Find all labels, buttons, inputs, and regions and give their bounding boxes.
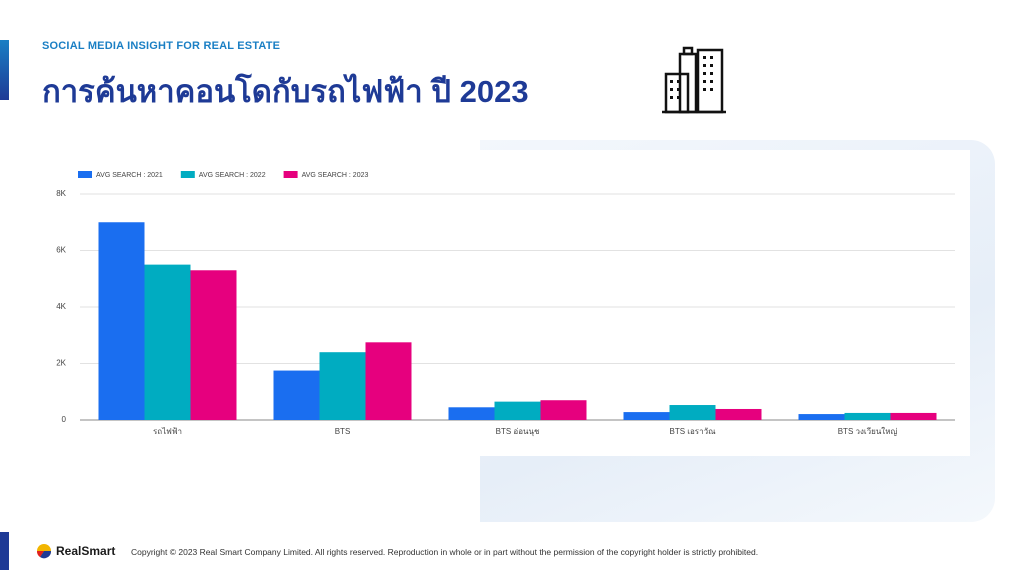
brand: RealSmart: [56, 544, 116, 558]
bar: [623, 412, 670, 420]
bar: [669, 405, 716, 420]
y-tick-label: 4K: [56, 302, 66, 311]
bar: [540, 400, 587, 420]
bar: [844, 412, 891, 420]
bar: [190, 270, 237, 420]
title: การค้นหาคอนโดกับรถไฟฟ้า ปี 2023: [42, 74, 529, 109]
legend-label: AVG SEARCH : 2023: [302, 172, 369, 179]
bar: [98, 222, 145, 420]
legend-label: AVG SEARCH : 2021: [96, 172, 163, 179]
bar: [890, 412, 937, 420]
x-tick-label: BTS: [335, 427, 351, 436]
bar: [273, 370, 320, 420]
bar: [144, 264, 191, 420]
x-tick-label: BTS เอราวัณ: [669, 427, 716, 436]
bar: [365, 342, 412, 420]
y-tick-label: 2K: [56, 359, 66, 368]
y-tick-label: 8K: [56, 189, 66, 198]
legend-swatch: [78, 171, 92, 178]
legend-swatch: [180, 171, 195, 178]
accent-bar: [0, 40, 9, 100]
bar: [319, 352, 366, 420]
legend-label: AVG SEARCH : 2022: [199, 172, 266, 179]
bar: [798, 414, 845, 420]
building-icon: [662, 46, 726, 114]
bar: [494, 401, 541, 420]
bar: [715, 408, 762, 420]
accent-bar: [0, 532, 9, 570]
legend-swatch: [283, 171, 298, 178]
y-tick-label: 6K: [56, 246, 66, 255]
logo: [36, 544, 52, 559]
x-tick-label: รถไฟฟ้า: [153, 427, 182, 436]
copyright: Copyright © 2023 Real Smart Company Limi…: [131, 547, 759, 557]
x-tick-label: BTS วงเวียนใหญ่: [838, 427, 898, 436]
y-tick-label: 0: [62, 415, 67, 424]
subtitle: SOCIAL MEDIA INSIGHT FOR REAL ESTATE: [42, 40, 281, 52]
x-tick-label: BTS อ่อนนุช: [496, 427, 540, 436]
bar: [448, 407, 495, 420]
